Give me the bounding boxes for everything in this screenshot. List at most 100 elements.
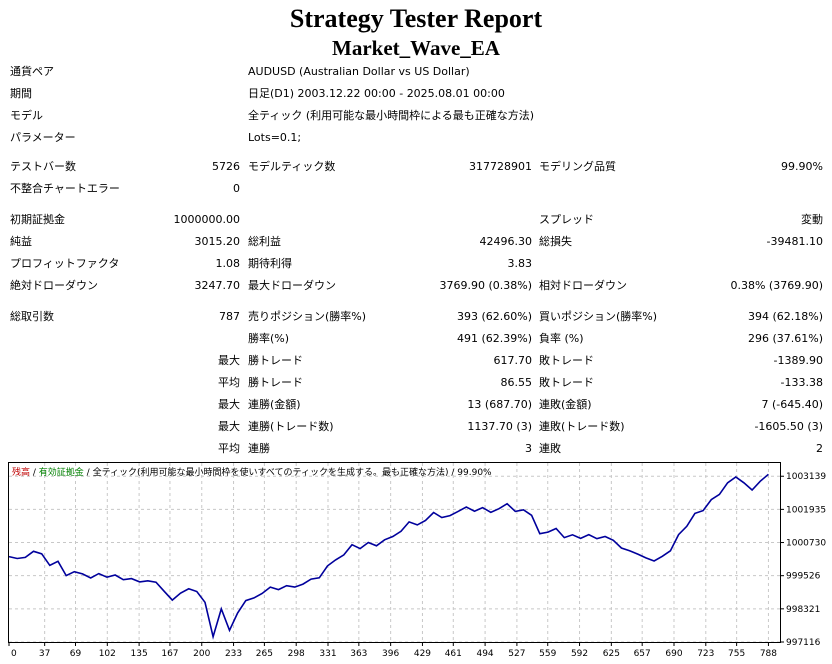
legend-quality: 99.90% (457, 468, 492, 478)
chart-header: 残高 / 有効証拠金 / 全ティック(利用可能な最小時間枠を使いすべてのティック… (12, 466, 492, 478)
x-tick-label: 657 (634, 649, 651, 659)
spread-value: 変動 (801, 213, 823, 226)
x-tick-label: 429 (414, 649, 431, 659)
short-label: 売りポジション(勝率%) (248, 310, 367, 323)
y-tick-label: 999526 (786, 572, 821, 582)
cons-loss-label: 連敗(トレード数) (539, 420, 625, 433)
balance-chart-svg: 残高 / 有効証拠金 / 全ティック(利用可能な最小時間枠を使いすべてのティック… (8, 462, 831, 662)
abs-dd-label: 絶対ドローダウン (10, 279, 98, 292)
x-tick-label: 461 (445, 649, 462, 659)
largest-win-label: 勝トレード (248, 354, 303, 367)
deposit-value: 1000000.00 (173, 213, 240, 226)
bars-value: 5726 (212, 160, 240, 173)
long-label: 買いポジション(勝率%) (539, 310, 658, 323)
gross-loss-value: -39481.10 (766, 235, 823, 248)
pf-label: プロフィットファクタ (10, 257, 120, 270)
cons-losses-money-label: 連敗(金額) (539, 398, 592, 411)
cons-profit-label: 連勝(トレード数) (248, 420, 334, 433)
quality-label: モデリング品質 (539, 160, 616, 173)
max-dd-value: 3769.90 (0.38%) (439, 279, 532, 292)
average-label: 平均 (218, 376, 240, 389)
x-tick-label: 200 (193, 649, 210, 659)
short-value: 393 (62.60%) (456, 310, 532, 323)
x-tick-label: 723 (697, 649, 714, 659)
x-tick-label: 396 (382, 649, 399, 659)
max-dd-label: 最大ドローダウン (248, 279, 336, 292)
x-tick-label: 755 (728, 649, 745, 659)
avg-cons-wins-label: 連勝 (248, 442, 270, 455)
pf-value: 1.08 (215, 257, 241, 270)
y-tick-label: 998321 (786, 605, 820, 615)
period-label: 期間 (10, 87, 32, 100)
loss-pct-value: 296 (37.61%) (747, 332, 823, 345)
avg-loss-label: 敗トレード (539, 376, 594, 389)
x-tick-label: 0 (11, 649, 17, 659)
x-tick-label: 788 (760, 649, 777, 659)
y-tick-label: 1000730 (786, 539, 826, 549)
expected-value: 3.83 (507, 257, 533, 270)
max-label-3: 最大 (218, 420, 240, 433)
largest-loss-label: 敗トレード (539, 354, 594, 367)
net-label: 純益 (10, 235, 32, 248)
max-label-2: 最大 (218, 398, 240, 411)
params-value: Lots=0.1; (248, 131, 302, 144)
x-tick-label: 265 (256, 649, 273, 659)
gross-loss-label: 総損失 (539, 235, 572, 248)
y-tick-label: 1001935 (786, 505, 826, 515)
total-trades-label: 総取引数 (10, 310, 54, 323)
avg-loss-value: -133.38 (780, 376, 823, 389)
gross-profit-value: 42496.30 (479, 235, 533, 248)
y-tick-label: 997116 (786, 638, 821, 648)
x-tick-label: 167 (161, 649, 178, 659)
quality-value: 99.90% (781, 160, 823, 173)
y-tick-label: 1003139 (786, 472, 826, 482)
params-label: パラメーター (10, 131, 76, 144)
ticks-label: モデルティック数 (248, 160, 336, 173)
win-pct-label: 勝率(%) (248, 332, 290, 345)
x-tick-label: 102 (99, 649, 116, 659)
x-tick-label: 69 (70, 649, 82, 659)
avg-cons-losses-label: 連敗 (539, 442, 561, 455)
x-tick-label: 559 (539, 649, 556, 659)
plot-frame (8, 462, 781, 643)
x-tick-label: 494 (476, 649, 493, 659)
gross-profit-label: 総利益 (248, 235, 281, 248)
symbol-value: AUDUSD (Australian Dollar vs US Dollar) (248, 65, 470, 78)
largest-loss-value: -1389.90 (773, 354, 823, 367)
x-tick-label: 690 (665, 649, 682, 659)
spread-label: スプレッド (539, 213, 594, 226)
bars-label: テストバー数 (10, 160, 76, 173)
x-tick-label: 527 (508, 649, 525, 659)
legend-balance: 残高 (12, 466, 30, 478)
avg-cons-losses-value: 2 (816, 442, 823, 455)
win-pct-value: 491 (62.39%) (456, 332, 532, 345)
cons-losses-money-value: 7 (-645.40) (761, 398, 823, 411)
chart-background (8, 462, 831, 662)
x-tick-label: 331 (319, 649, 336, 659)
avg-cons-wins-value: 3 (525, 442, 532, 455)
net-value: 3015.20 (194, 235, 241, 248)
avg-win-value: 86.55 (500, 376, 533, 389)
average-label-2: 平均 (218, 442, 240, 455)
symbol-label: 通貨ペア (10, 65, 54, 78)
cons-loss-value: -1605.50 (3) (754, 420, 823, 433)
balance-series-line (8, 473, 769, 640)
mismatch-value: 0 (233, 182, 240, 195)
x-tick-label: 298 (288, 649, 305, 659)
avg-win-label: 勝トレード (248, 376, 303, 389)
ticks-value: 317728901 (469, 160, 532, 173)
y-axis-ticks: 1003139 1001935 1000730 999526 998321 997116 (780, 472, 826, 648)
legend-sep-3: / (449, 468, 458, 478)
period-value: 日足(D1) 2003.12.22 00:00 - 2025.08.01 00:… (248, 87, 505, 100)
legend-equity: 有効証拠金 (39, 466, 84, 478)
x-tick-label: 233 (225, 649, 242, 659)
expected-label: 期待利得 (248, 257, 292, 270)
model-value: 全ティック (利用可能な最小時間枠による最も正確な方法) (248, 109, 535, 122)
x-tick-label: 37 (39, 649, 50, 659)
cons-wins-money-value: 13 (687.70) (467, 398, 532, 411)
mismatch-label: 不整合チャートエラー (10, 182, 120, 195)
x-axis-ticks: 0 37 69 102 135 167 200 233 265 298 331 363 396 429 46… (8, 642, 777, 659)
legend-sep-1: / (30, 468, 39, 478)
largest-label: 最大 (218, 354, 240, 367)
total-trades-value: 787 (219, 310, 240, 323)
